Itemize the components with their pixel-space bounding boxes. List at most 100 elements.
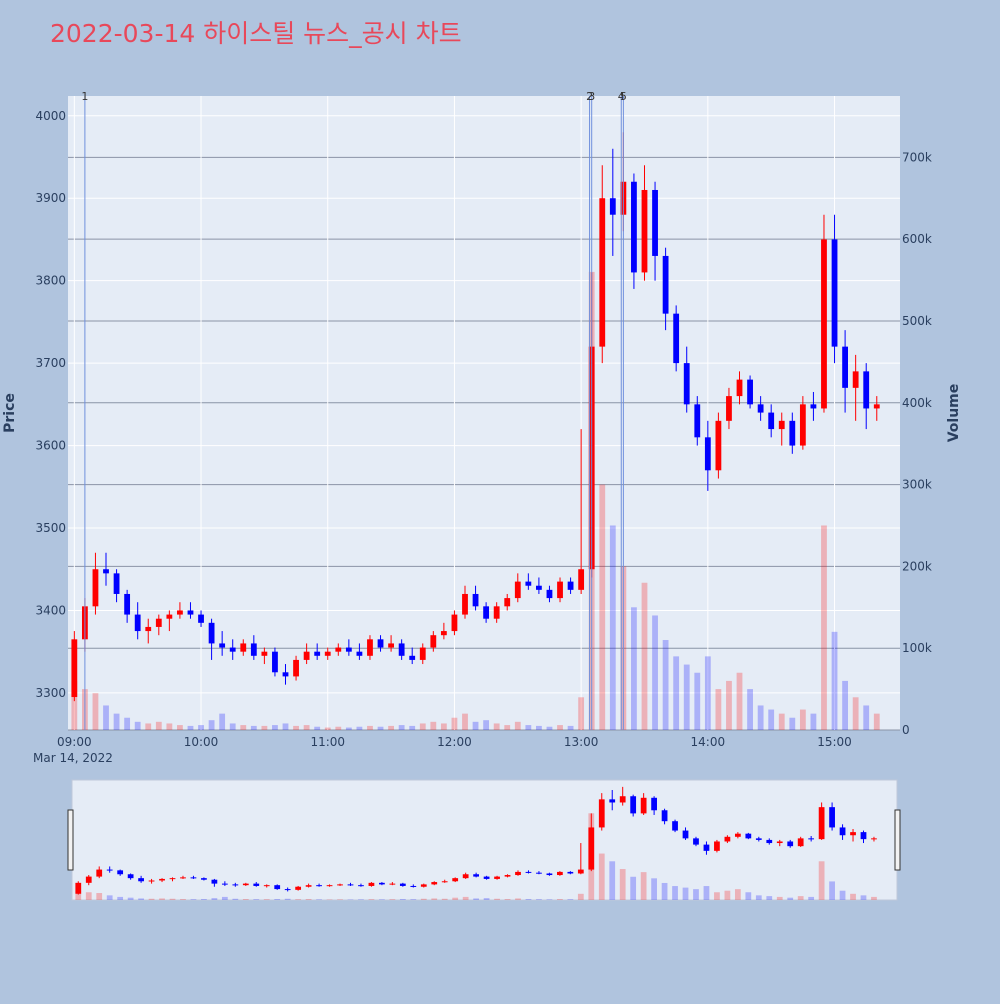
volume-bar — [145, 723, 151, 730]
slider-candle-body — [369, 883, 375, 886]
volume-bar — [240, 725, 246, 730]
volume-bar — [853, 697, 859, 730]
slider-candle-body — [107, 870, 113, 871]
slider-volume-bar — [232, 899, 238, 900]
slider-candle-body — [693, 838, 699, 844]
volume-bar — [483, 720, 489, 730]
volume-bar — [705, 656, 711, 730]
slider-volume-bar — [735, 889, 741, 900]
candle-body — [547, 590, 553, 598]
slider-candle-body — [337, 884, 343, 885]
slider-candle-body — [431, 882, 437, 884]
x-tick-label: 14:00 — [691, 735, 726, 749]
slider-candle-body — [484, 877, 490, 879]
slider-candle-body — [505, 875, 511, 877]
slider-candle-body — [348, 884, 354, 885]
candle-body — [430, 635, 436, 647]
slider-volume-bar — [463, 897, 469, 900]
slider-volume-bar — [295, 899, 301, 900]
slider-candle-body — [609, 799, 615, 802]
volume-bar — [441, 723, 447, 730]
slider-volume-bar — [871, 897, 877, 900]
volume-bar — [610, 525, 616, 730]
slider-volume-bar — [358, 899, 364, 900]
slider-candle-body — [191, 877, 197, 878]
slider-volume-bar — [316, 899, 322, 900]
slider-volume-bar — [389, 899, 395, 900]
slider-candle-body — [840, 827, 846, 835]
slider-candle-body — [264, 885, 270, 886]
x-tick-label: 15:00 — [817, 735, 852, 749]
slider-candle-body — [400, 884, 406, 886]
slider-candle-body — [212, 880, 218, 884]
candle-body — [568, 582, 574, 590]
slider-candle-body — [295, 887, 301, 890]
candle-body — [261, 652, 267, 656]
candle-body — [663, 256, 669, 314]
slider-candle-body — [850, 832, 856, 835]
volume-bar — [694, 673, 700, 730]
slider-candle-body — [253, 884, 259, 886]
candle-body — [409, 656, 415, 660]
y2-tick-label: 500k — [902, 314, 932, 328]
slider-candle-body — [327, 885, 333, 886]
volume-bar — [578, 697, 584, 730]
candle-body — [557, 582, 563, 598]
volume-bar — [737, 673, 743, 730]
slider-candle-body — [117, 870, 123, 874]
range-handle[interactable] — [68, 810, 73, 870]
volume-bar — [842, 681, 848, 730]
slider-volume-bar — [641, 872, 647, 900]
candle-body — [114, 573, 120, 594]
slider-volume-bar — [704, 886, 710, 900]
candle-body — [335, 648, 341, 652]
volume-bar — [135, 722, 141, 730]
slider-candle-body — [494, 877, 500, 879]
slider-candle-body — [651, 798, 657, 810]
candle-body — [473, 594, 479, 606]
range-slider[interactable] — [72, 780, 897, 900]
volume-bar — [494, 723, 500, 730]
slider-volume-bar — [808, 897, 814, 900]
y-tick-label: 3500 — [35, 521, 66, 535]
x-tick-label: 10:00 — [184, 735, 219, 749]
candle-body — [219, 643, 225, 647]
volume-bar — [536, 726, 542, 730]
y-tick-label: 3600 — [35, 439, 66, 453]
slider-candle-body — [547, 873, 553, 875]
slider-candle-body — [704, 845, 710, 851]
y-tick-label: 4000 — [35, 109, 66, 123]
volume-bar — [789, 718, 795, 730]
volume-bar — [811, 714, 817, 730]
volume-bar — [124, 718, 130, 730]
slider-volume-bar — [180, 899, 186, 900]
volume-bar — [642, 583, 648, 730]
slider-volume-bar — [662, 883, 668, 900]
slider-volume-bar — [243, 899, 249, 900]
slider-candle-body — [316, 885, 322, 886]
volume-bar — [399, 725, 405, 730]
candle-body — [304, 652, 310, 660]
slider-candle-body — [463, 874, 469, 878]
candle-body — [145, 627, 151, 631]
volume-bar — [93, 693, 99, 730]
slider-candle-body — [86, 877, 92, 883]
slider-candle-body — [170, 878, 176, 879]
slider-volume-bar — [201, 899, 207, 900]
range-handle[interactable] — [895, 810, 900, 870]
slider-volume-bar — [117, 897, 123, 900]
y-tick-label: 3700 — [35, 356, 66, 370]
candle-body — [71, 639, 77, 697]
candle-body — [536, 586, 542, 590]
slider-volume-bar — [777, 897, 783, 900]
slider-candle-body — [766, 840, 772, 843]
x-tick-label: 13:00 — [564, 735, 599, 749]
volume-bar — [335, 727, 341, 730]
candle-body — [177, 610, 183, 614]
candle-body — [293, 660, 299, 676]
candle-body — [251, 643, 257, 655]
event-label: 5 — [620, 90, 627, 103]
slider-volume-bar — [421, 899, 427, 900]
candle-body — [737, 380, 743, 396]
